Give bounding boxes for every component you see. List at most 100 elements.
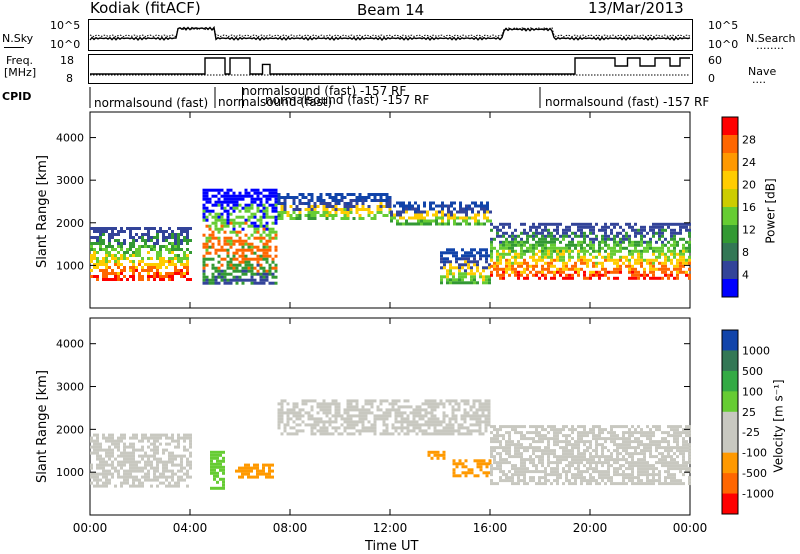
nsearch-legend: ........ bbox=[756, 39, 784, 52]
freq-trace bbox=[90, 57, 690, 75]
power-ylabel: Slant Range [km] bbox=[34, 155, 50, 268]
power-colorbar-swatch bbox=[722, 261, 738, 280]
velocity-colorbar-swatch bbox=[722, 411, 738, 433]
freq-panel bbox=[88, 54, 693, 84]
freq-tick-bottom-right: 0 bbox=[708, 72, 715, 85]
velocity-colorbar-swatch bbox=[722, 370, 738, 392]
xtick-label: 20:00 bbox=[573, 521, 608, 535]
velocity-feature bbox=[235, 463, 274, 479]
velocity-colorbar-tick: -100 bbox=[742, 447, 767, 460]
noise-tick-bottom-right: 10^0 bbox=[708, 38, 739, 51]
freq-label: Freq. bbox=[6, 54, 34, 67]
power-colorbar-tick: 28 bbox=[742, 134, 756, 147]
power-feature bbox=[277, 193, 392, 220]
cpid-label: CPID bbox=[2, 90, 32, 103]
ytick-label: 4000 bbox=[56, 338, 84, 351]
power-colorbar-swatch bbox=[722, 135, 738, 154]
ytick-label: 1000 bbox=[56, 259, 84, 272]
velocity-colorbar-swatch bbox=[722, 493, 738, 515]
freq-unit-label: [MHz] bbox=[4, 66, 37, 79]
power-colorbar-swatch bbox=[722, 243, 738, 262]
velocity-colorbar-tick: -25 bbox=[742, 426, 760, 439]
cpid-entry: normalsound (fast) bbox=[218, 95, 333, 109]
freq-tick-bottom-left: 8 bbox=[66, 72, 73, 85]
freq-tick-top-left: 18 bbox=[60, 54, 74, 67]
power-feature bbox=[390, 201, 492, 226]
velocity-colorbar-swatch bbox=[722, 452, 738, 474]
velocity-colorbar-swatch bbox=[722, 473, 738, 495]
xtick-label: 00:00 bbox=[73, 521, 108, 535]
xtick-label: 08:00 bbox=[273, 521, 308, 535]
power-colorbar-swatch bbox=[722, 153, 738, 172]
velocity-colorbar-tick: 1000 bbox=[742, 344, 770, 357]
power-colorbar-swatch bbox=[722, 207, 738, 226]
velocity-feature bbox=[490, 425, 691, 486]
velocity-colorbar-tick: -1000 bbox=[742, 488, 774, 501]
ytick-label: 4000 bbox=[56, 132, 84, 145]
beam-title: Beam 14 bbox=[357, 1, 425, 19]
xtick-label: 16:00 bbox=[473, 521, 508, 535]
velocity-colorbar bbox=[721, 329, 739, 515]
velocity-colorbar-tick: 500 bbox=[742, 365, 763, 378]
noise-panel bbox=[88, 19, 693, 51]
power-colorbar-swatch bbox=[722, 189, 738, 208]
velocity-feature bbox=[452, 459, 492, 478]
power-colorbar-tick: 8 bbox=[742, 246, 749, 259]
nsky-legend-line bbox=[4, 47, 24, 48]
velocity-feature bbox=[277, 399, 491, 436]
nsearch-trace bbox=[89, 27, 691, 38]
power-colorbar-swatch bbox=[722, 279, 738, 298]
date-title: 13/Mar/2013 bbox=[588, 0, 684, 17]
station-title: Kodiak (fitACF) bbox=[90, 0, 201, 17]
cpid-entry: normalsound (fast) -157 RF bbox=[545, 95, 710, 109]
ytick-label: 3000 bbox=[56, 174, 84, 187]
power-feature bbox=[440, 248, 491, 285]
power-colorbar-tick: 16 bbox=[742, 201, 756, 214]
nsearch-label: N.Search bbox=[746, 32, 796, 45]
ytick-label: 2000 bbox=[56, 217, 84, 230]
velocity-ylabel: Slant Range [km] bbox=[34, 370, 50, 483]
velocity-colorbar-swatch bbox=[722, 391, 738, 413]
xtick-label: 00:00 bbox=[673, 521, 708, 535]
power-colorbar-swatch bbox=[722, 225, 738, 244]
xtick-label: 12:00 bbox=[373, 521, 408, 535]
nave-legend: .... bbox=[752, 73, 766, 86]
freq-tick-top-right: 60 bbox=[708, 54, 722, 67]
ytick-label: 1000 bbox=[56, 466, 84, 479]
power-colorbar-tick: 4 bbox=[742, 269, 749, 282]
velocity-colorbar-swatch bbox=[722, 350, 738, 372]
noise-tick-bottom-left: 10^0 bbox=[50, 38, 81, 51]
noise-tick-top-right: 10^5 bbox=[708, 19, 739, 32]
velocity-colorbar-tick: 25 bbox=[742, 406, 756, 419]
power-colorbar-swatch bbox=[722, 117, 738, 136]
cpid-entry: normalsound (fast) -157 RF bbox=[242, 84, 407, 98]
nsky-trace bbox=[89, 25, 691, 42]
power-colorbar-label: Power [dB] bbox=[763, 178, 778, 244]
power-feature bbox=[202, 188, 278, 285]
power-feature bbox=[490, 222, 691, 280]
ytick-label: 2000 bbox=[56, 423, 84, 436]
power-colorbar-swatch bbox=[722, 171, 738, 190]
xaxis-label: Time UT bbox=[365, 539, 419, 554]
power-colorbar bbox=[721, 116, 739, 298]
velocity-colorbar-tick: -500 bbox=[742, 467, 767, 480]
cpid-entry: normalsound (fast) bbox=[94, 96, 209, 110]
nave-label: Nave bbox=[748, 65, 777, 78]
velocity-colorbar-label: Velocity [m s⁻¹] bbox=[771, 379, 786, 473]
power-colorbar-tick: 20 bbox=[742, 179, 756, 192]
velocity-feature bbox=[210, 450, 225, 490]
noise-tick-top-left: 10^5 bbox=[50, 19, 81, 32]
power-feature bbox=[90, 227, 192, 281]
velocity-feature bbox=[427, 450, 446, 460]
power-colorbar-tick: 24 bbox=[742, 156, 756, 169]
velocity-feature bbox=[90, 433, 192, 488]
velocity-colorbar-tick: 100 bbox=[742, 385, 763, 398]
ytick-label: 3000 bbox=[56, 381, 84, 394]
cpid-entry: normalsound (fast) -157 RF bbox=[265, 93, 430, 107]
power-colorbar-tick: 12 bbox=[742, 224, 756, 237]
nsky-label: N.Sky bbox=[2, 32, 34, 45]
velocity-colorbar-swatch bbox=[722, 330, 738, 351]
xtick-label: 04:00 bbox=[173, 521, 208, 535]
velocity-colorbar-swatch bbox=[722, 432, 738, 454]
